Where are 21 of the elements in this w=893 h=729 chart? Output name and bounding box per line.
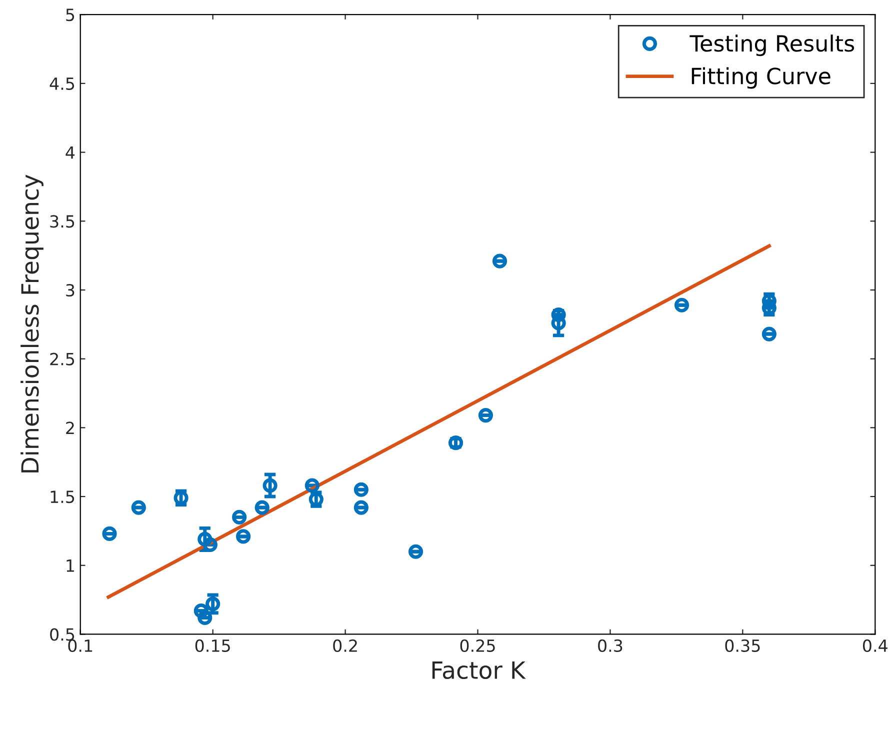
y-tick-label: 4.5 bbox=[50, 78, 74, 90]
y-tick-label: 0.5 bbox=[50, 628, 74, 641]
x-tick-label: 0.2 bbox=[333, 639, 357, 652]
x-axis-title: Factor K bbox=[432, 662, 526, 680]
x-tick-label: 0.3 bbox=[598, 639, 622, 652]
x-tick-label: 0.15 bbox=[195, 639, 230, 652]
y-tick-label: 2.5 bbox=[50, 352, 74, 366]
y-axis-title: Dimensionless Frequency bbox=[20, 174, 44, 472]
x-tick-label: 0.25 bbox=[460, 639, 495, 652]
legend-label: Fitting Curve bbox=[692, 67, 830, 89]
y-tick-label: 1 bbox=[66, 560, 74, 572]
y-tick-label: 4 bbox=[66, 146, 75, 159]
x-tick-label: 0.4 bbox=[862, 639, 888, 652]
y-tick-label: 5 bbox=[66, 8, 74, 22]
x-tick-label: 0.1 bbox=[68, 639, 92, 652]
x-tick-label: 0.35 bbox=[725, 639, 760, 652]
y-tick-label: 3 bbox=[66, 284, 74, 297]
y-tick-label: 1.5 bbox=[50, 490, 74, 504]
legend-label: Testing Results bbox=[690, 34, 854, 56]
y-tick-label: 3.5 bbox=[50, 215, 74, 228]
y-tick-label: 2 bbox=[66, 422, 74, 434]
